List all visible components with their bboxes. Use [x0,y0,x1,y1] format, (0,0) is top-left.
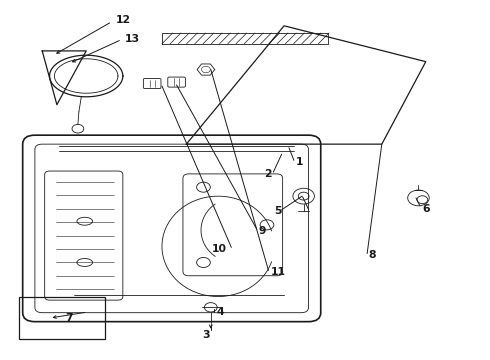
Text: 12: 12 [116,15,131,26]
Text: 6: 6 [422,204,430,215]
Text: 8: 8 [368,250,376,260]
Bar [19,297,105,338]
Text: 11: 11 [270,267,285,277]
Text: 13: 13 [125,35,141,44]
Text: 3: 3 [202,330,210,340]
Text: 5: 5 [274,206,282,216]
Text: 4: 4 [217,307,224,316]
Text: 9: 9 [258,226,266,236]
Text: 7: 7 [65,313,73,323]
Text: 2: 2 [265,168,272,179]
Text: 10: 10 [212,244,227,254]
Text: 1: 1 [296,157,303,167]
